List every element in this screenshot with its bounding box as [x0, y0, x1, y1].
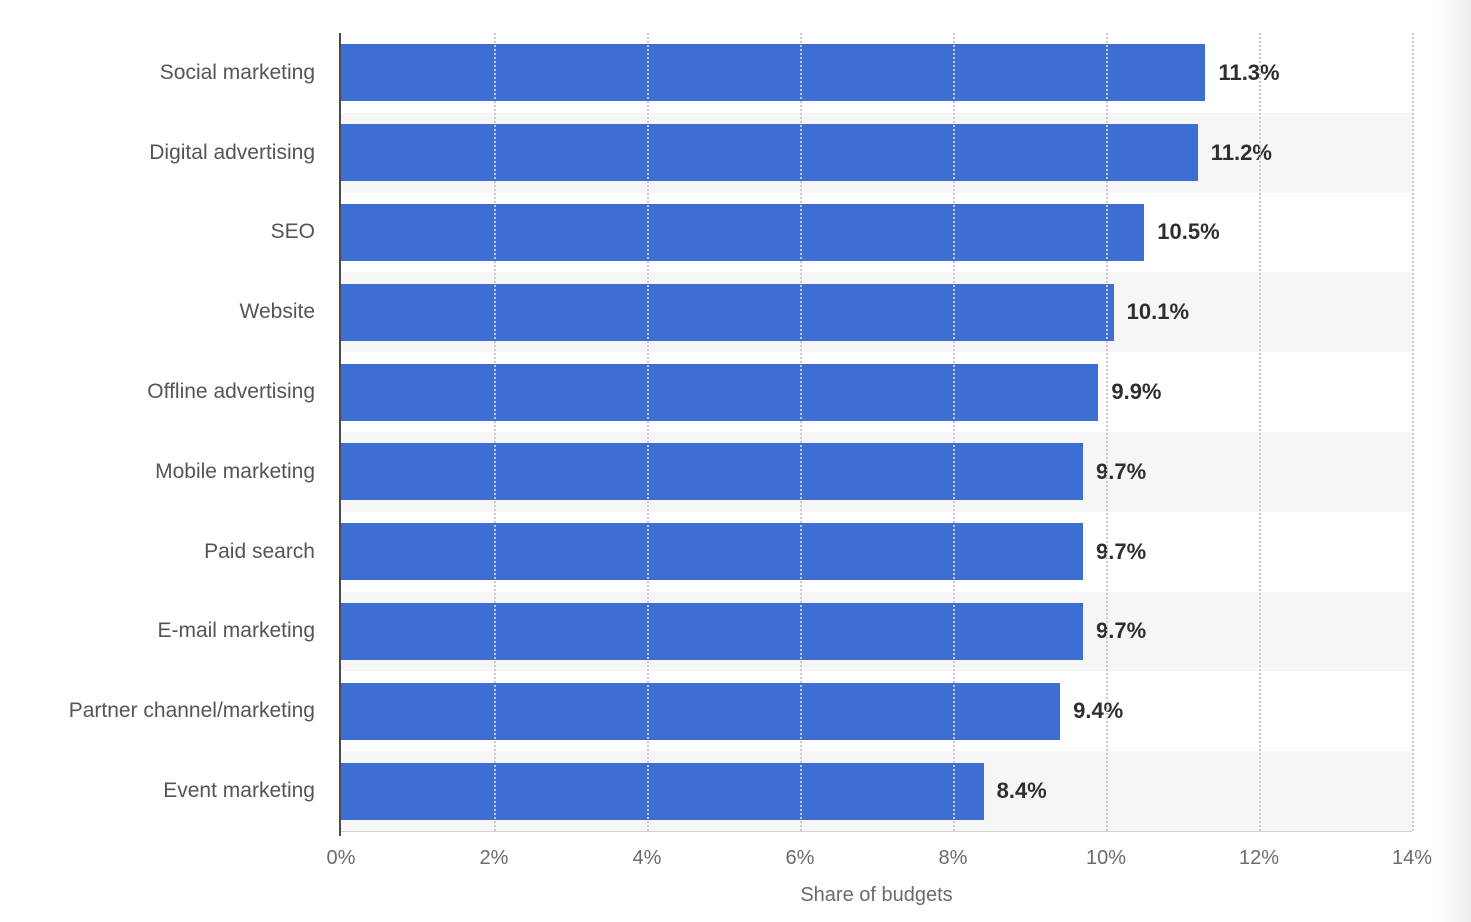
bar-value-label: 9.9% [1111, 379, 1162, 405]
bar-track: 9.7% [341, 591, 1412, 672]
chart-row: Website 10.1% [0, 272, 1412, 353]
bar-track: 9.9% [341, 352, 1412, 432]
x-tick-label: 12% [1238, 847, 1280, 869]
bar-track: 9.7% [341, 512, 1412, 592]
y-axis-line [339, 33, 341, 836]
category-label: Digital advertising [149, 140, 315, 164]
chart-row: Event marketing 8.4% [0, 751, 1412, 831]
x-tick-label: 10% [1085, 847, 1127, 869]
bar [341, 682, 1061, 740]
category-label: Partner channel/marketing [68, 699, 315, 723]
bar [341, 602, 1084, 660]
category-label: Website [239, 300, 315, 324]
category-label: Mobile marketing [155, 459, 315, 483]
x-tick-label: 14% [1391, 847, 1433, 869]
bar-value-label: 9.7% [1096, 618, 1147, 644]
bar [341, 124, 1198, 182]
x-tick-label: 6% [785, 847, 815, 869]
chart-row: Digital advertising 11.2% [0, 112, 1412, 193]
category-label: E-mail marketing [157, 619, 315, 643]
chart-row: Mobile marketing 9.7% [0, 431, 1412, 512]
bar-value-label: 9.7% [1096, 538, 1147, 564]
bar [341, 283, 1114, 341]
bar [341, 363, 1099, 421]
category-label: Offline advertising [147, 380, 315, 404]
bar [341, 762, 984, 820]
chart-row: SEO 10.5% [0, 193, 1412, 273]
bar-track: 9.7% [341, 431, 1412, 512]
gridline [1412, 33, 1414, 831]
bar [341, 523, 1084, 581]
x-tick-label: 0% [326, 847, 356, 869]
x-tick-label: 8% [938, 847, 968, 869]
bar-track: 10.1% [341, 272, 1412, 353]
category-label: Social marketing [159, 60, 315, 84]
chart-row: Paid search 9.7% [0, 512, 1412, 592]
chart-row: Partner channel/marketing 9.4% [0, 671, 1412, 751]
bar-track: 10.5% [341, 193, 1412, 273]
bar-track: 8.4% [341, 751, 1412, 831]
chart-row: Social marketing 11.3% [0, 33, 1412, 113]
bar [341, 203, 1145, 261]
bar-track: 9.4% [341, 671, 1412, 751]
x-axis-ticks: 0% 2% 4% 6% 8% 10% 12% 14% [327, 847, 1432, 873]
bar-track: 11.3% [341, 33, 1412, 113]
category-label: Paid search [204, 539, 315, 563]
x-tick-label: 2% [479, 847, 509, 869]
bar [341, 443, 1084, 501]
bar-rows: Social marketing 11.3% Digital advertising… [0, 33, 1412, 831]
category-label: Event marketing [163, 779, 315, 803]
chart-row: Offline advertising 9.9% [0, 352, 1412, 432]
bar-value-label: 10.5% [1157, 219, 1220, 245]
bar-value-label: 11.3% [1218, 59, 1280, 85]
bar [341, 44, 1206, 102]
bar-value-label: 9.7% [1096, 458, 1147, 484]
bar-value-label: 9.4% [1073, 698, 1124, 724]
x-tick-label: 4% [632, 847, 662, 869]
x-axis-title: Share of budgets [800, 884, 953, 906]
chart-row: E-mail marketing 9.7% [0, 591, 1412, 672]
x-axis-line [341, 831, 1412, 832]
bar-value-label: 8.4% [996, 778, 1047, 804]
screenshot-edge-shading [1437, 0, 1471, 922]
category-label: SEO [270, 220, 315, 244]
bar-track: 11.2% [341, 112, 1412, 193]
bar-value-label: 11.2% [1210, 139, 1272, 165]
bar-value-label: 10.1% [1126, 299, 1190, 325]
